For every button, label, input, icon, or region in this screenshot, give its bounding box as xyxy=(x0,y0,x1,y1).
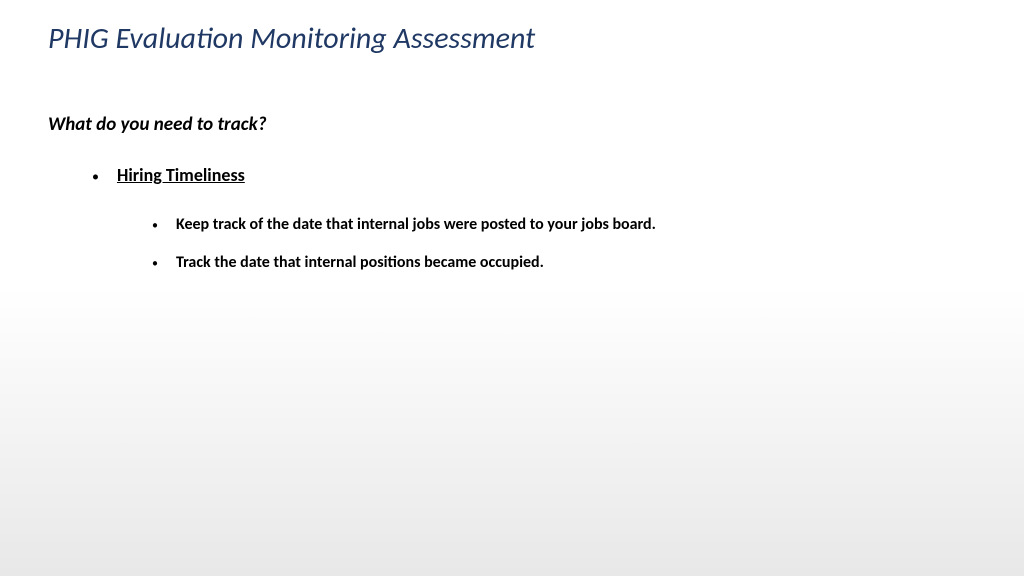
bullet-level1: • Hiring Timeliness xyxy=(92,164,976,187)
slide-content: What do you need to track? • Hiring Time… xyxy=(0,57,1024,273)
bullet-level2: • Track the date that internal positions… xyxy=(152,253,976,273)
bullet-dot-icon: • xyxy=(152,217,158,235)
bullet-dot-icon: • xyxy=(152,255,158,273)
bullet-text: Keep track of the date that internal job… xyxy=(176,215,656,234)
section-heading: Hiring Timeliness xyxy=(117,164,245,186)
bullet-dot-icon: • xyxy=(92,167,99,187)
slide-container: PHIG Evaluation Monitoring Assessment Wh… xyxy=(0,0,1024,576)
bullet-text: Track the date that internal positions b… xyxy=(176,253,544,272)
slide-title: PHIG Evaluation Monitoring Assessment xyxy=(0,0,1024,57)
bullet-level2: • Keep track of the date that internal j… xyxy=(152,215,976,235)
slide-subtitle: What do you need to track? xyxy=(48,113,976,136)
